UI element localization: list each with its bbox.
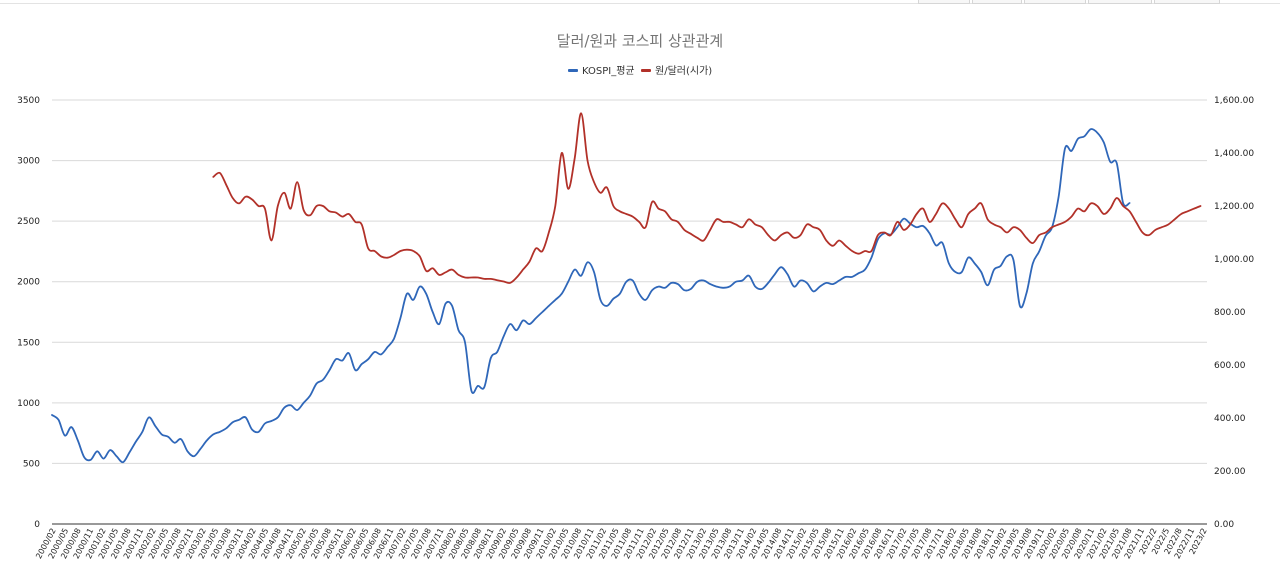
legend: KOSPI_평균 원/달러(시가) — [568, 65, 712, 77]
y-axis-right: 0.00 200.00 400.00 600.00 800.00 1,000.00 1,20… — [1214, 96, 1254, 530]
toolbar-tab[interactable] — [1024, 0, 1086, 4]
chart-title: 달러/원과 코스피 상관관계 — [557, 32, 723, 50]
kospi-line — [51, 128, 1131, 464]
x-axis: 2000/022000/052000/082000/112001/022001/… — [34, 527, 1209, 561]
toolbar-tab[interactable] — [918, 0, 970, 4]
toolbar-tab[interactable] — [1154, 0, 1220, 4]
y-left-tick-label: 1000 — [17, 399, 40, 409]
y-right-tick-label: 1,600.00 — [1214, 96, 1254, 106]
y-right-tick-label: 1,200.00 — [1214, 202, 1254, 212]
series-lines — [51, 112, 1202, 464]
y-left-tick-label: 2500 — [17, 217, 40, 227]
y-right-tick-label: 800.00 — [1214, 308, 1246, 318]
y-left-tick-label: 2000 — [17, 278, 40, 288]
toolbar-divider — [0, 3, 1280, 4]
legend-swatch-kospi — [568, 69, 578, 72]
y-right-tick-label: 600.00 — [1214, 361, 1246, 371]
toolbar-tab[interactable] — [1088, 0, 1152, 4]
y-left-tick-label: 0 — [34, 520, 40, 530]
y-left-tick-label: 1500 — [17, 338, 40, 348]
y-left-tick-label: 3000 — [17, 157, 40, 167]
y-axis-left: 0 500 1000 1500 2000 2500 3000 3500 — [17, 96, 40, 530]
y-left-tick-label: 500 — [23, 459, 40, 469]
y-right-tick-label: 0.00 — [1214, 520, 1234, 530]
legend-label-kospi: KOSPI_평균 — [582, 65, 635, 77]
y-left-tick-label: 3500 — [17, 96, 40, 106]
toolbar-tab[interactable] — [972, 0, 1022, 4]
krw-usd-line — [212, 112, 1202, 284]
y-right-tick-label: 400.00 — [1214, 414, 1246, 424]
y-right-tick-label: 1,000.00 — [1214, 255, 1254, 265]
y-right-tick-label: 1,400.00 — [1214, 149, 1254, 159]
gridlines — [52, 99, 1207, 525]
y-right-tick-label: 200.00 — [1214, 467, 1246, 477]
legend-label-krw: 원/달러(시가) — [655, 65, 712, 77]
legend-swatch-krw — [641, 69, 651, 72]
